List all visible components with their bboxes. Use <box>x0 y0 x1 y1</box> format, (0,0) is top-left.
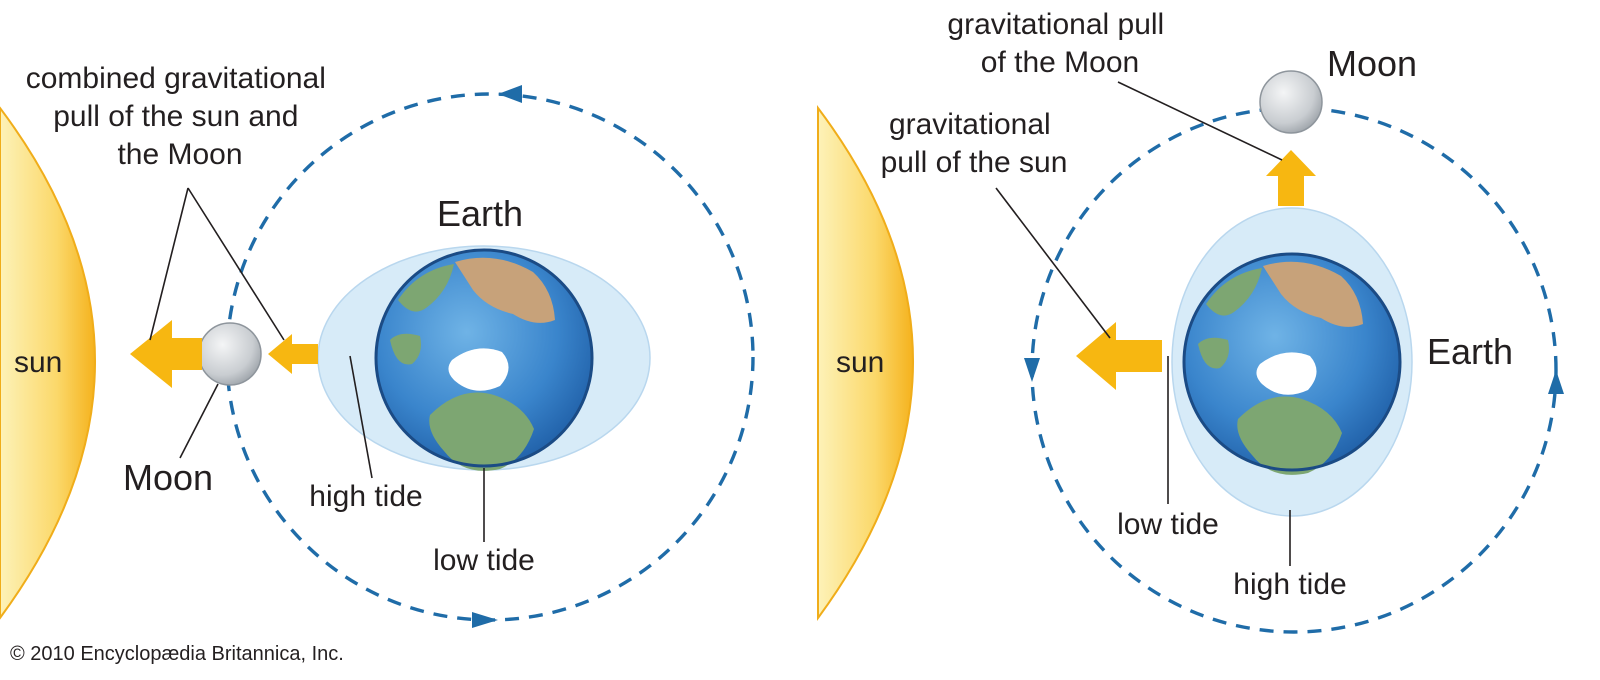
moon-label: Moon <box>123 457 213 498</box>
pull-arrow-large <box>130 320 202 388</box>
copyright: © 2010 Encyclopædia Britannica, Inc. <box>10 643 344 665</box>
moon-pull-leader-line <box>1117 81 1283 161</box>
low-tide-label: low tide <box>433 544 535 577</box>
high-tide-leader-line <box>349 355 373 479</box>
sun-shape <box>817 105 914 622</box>
sun-label: sun <box>836 346 884 379</box>
high-tide-label: high tide <box>309 480 422 513</box>
sun-pull-leader-line <box>995 187 1111 339</box>
low-tide-label: low tide <box>1117 508 1219 541</box>
sun-shape <box>0 106 96 620</box>
pull-label: combined gravitational pull of the sun a… <box>26 62 335 171</box>
orbit-arrow-left <box>1024 358 1040 382</box>
right-panel: sun gravitational pull of the Moon Moo <box>817 8 1564 634</box>
earth-globe <box>374 248 594 471</box>
orbit-arrow-right <box>1548 370 1564 394</box>
orbit-arrow-top <box>498 85 522 103</box>
sun-label: sun <box>14 346 62 379</box>
earth-label: Earth <box>1427 331 1513 372</box>
moon <box>198 322 262 386</box>
moon-label: Moon <box>1327 43 1417 84</box>
left-panel: sun combined gravitational pull of the s… <box>0 62 755 665</box>
orbit-arrow-bottom <box>472 612 498 628</box>
pull-leader-lines <box>149 187 285 341</box>
moon-pull-label: gravitational pull of the Moon <box>947 8 1172 79</box>
sun-pull-label: gravitational pull of the sun <box>881 108 1068 179</box>
high-tide-label: high tide <box>1233 568 1346 601</box>
moon <box>1259 70 1323 134</box>
pull-arrow-small <box>268 334 318 374</box>
moon-pull-arrow <box>1266 150 1316 206</box>
earth-globe <box>1182 252 1402 475</box>
moon-leader-line <box>179 383 219 459</box>
earth-label: Earth <box>437 193 523 234</box>
sun-pull-arrow <box>1076 322 1162 390</box>
